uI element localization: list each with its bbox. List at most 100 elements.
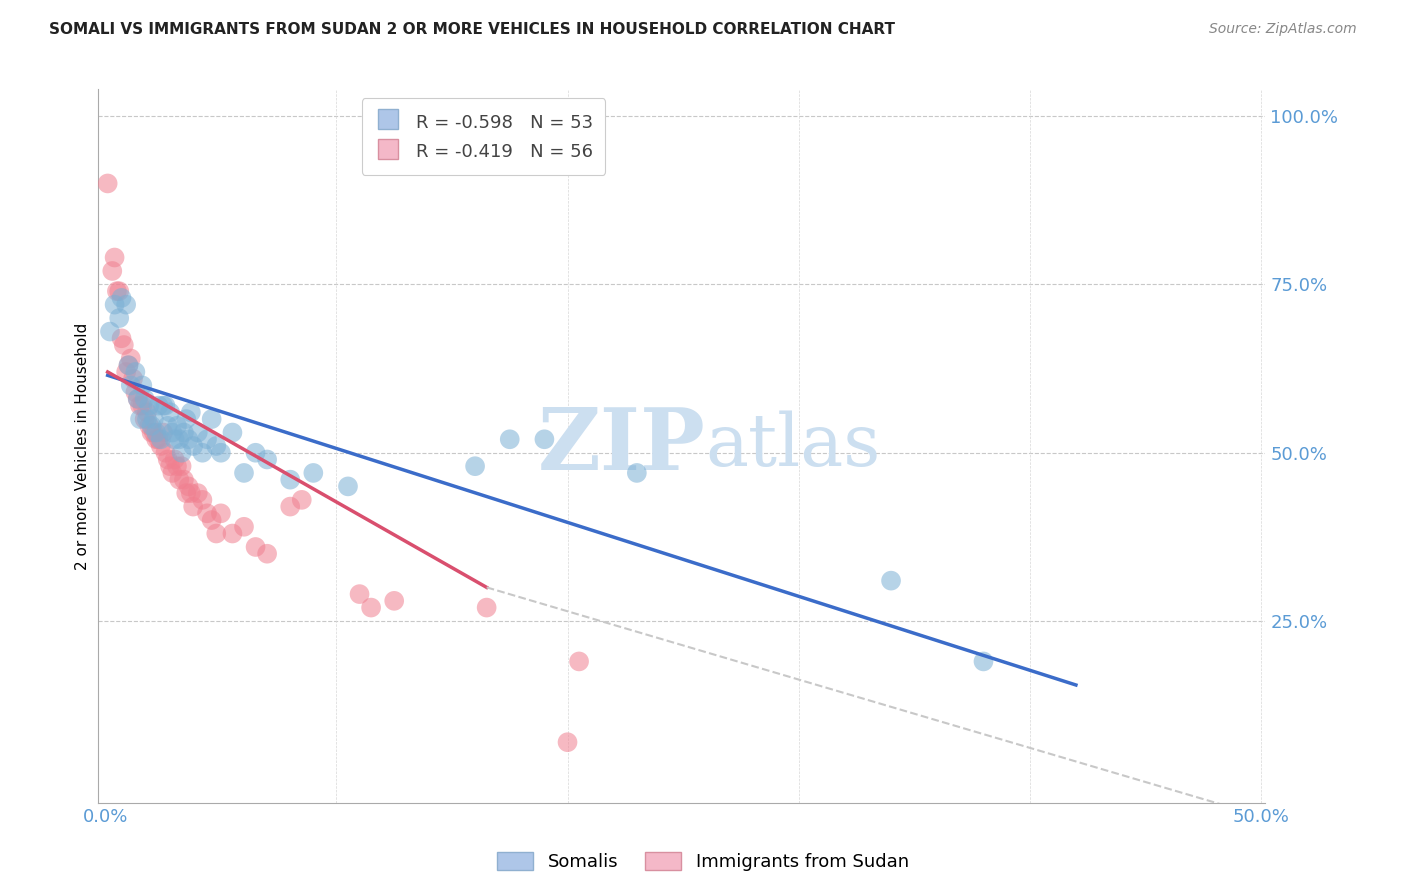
Point <box>233 520 256 534</box>
Point <box>142 425 165 440</box>
Point <box>626 466 648 480</box>
Point <box>169 432 191 446</box>
Point <box>108 284 131 298</box>
Point <box>149 432 172 446</box>
Point <box>187 486 209 500</box>
Point <box>245 446 267 460</box>
Point <box>104 298 127 312</box>
Point <box>181 439 204 453</box>
Point <box>115 298 138 312</box>
Point <box>533 432 555 446</box>
Point <box>568 655 591 669</box>
Point <box>112 338 135 352</box>
Point <box>349 587 371 601</box>
Y-axis label: 2 or more Vehicles in Household: 2 or more Vehicles in Household <box>75 322 90 570</box>
Legend: R = -0.598   N = 53, R = -0.419   N = 56: R = -0.598 N = 53, R = -0.419 N = 56 <box>361 98 606 175</box>
Point <box>129 399 152 413</box>
Point <box>256 452 278 467</box>
Point <box>145 432 167 446</box>
Point <box>972 655 994 669</box>
Point <box>177 432 200 446</box>
Point <box>105 284 128 298</box>
Point <box>138 399 160 413</box>
Point <box>180 486 202 500</box>
Point <box>173 473 195 487</box>
Point <box>201 412 224 426</box>
Point <box>110 331 132 345</box>
Point <box>159 459 181 474</box>
Point <box>170 446 193 460</box>
Point <box>98 325 121 339</box>
Point <box>142 412 165 426</box>
Point <box>120 378 142 392</box>
Point <box>195 506 218 520</box>
Point <box>174 486 197 500</box>
Point <box>124 385 146 400</box>
Point <box>170 459 193 474</box>
Point <box>127 392 149 406</box>
Point <box>209 506 232 520</box>
Point <box>120 351 142 366</box>
Text: Source: ZipAtlas.com: Source: ZipAtlas.com <box>1209 22 1357 37</box>
Point <box>124 365 146 379</box>
Point <box>141 425 163 440</box>
Point <box>148 432 170 446</box>
Point <box>221 425 243 440</box>
Point <box>187 425 209 440</box>
Point <box>169 473 191 487</box>
Point <box>475 600 498 615</box>
Point <box>221 526 243 541</box>
Point <box>149 439 172 453</box>
Point <box>134 412 156 426</box>
Text: ZIP: ZIP <box>537 404 706 488</box>
Point <box>233 466 256 480</box>
Point <box>191 446 214 460</box>
Point <box>163 432 186 446</box>
Point <box>278 473 301 487</box>
Point <box>278 500 301 514</box>
Point <box>127 392 149 406</box>
Point <box>166 418 188 433</box>
Point <box>245 540 267 554</box>
Point <box>156 418 179 433</box>
Point <box>117 358 139 372</box>
Text: atlas: atlas <box>706 410 880 482</box>
Point <box>152 425 174 440</box>
Point <box>205 439 228 453</box>
Point <box>163 452 186 467</box>
Point <box>134 392 156 406</box>
Point <box>382 594 405 608</box>
Point <box>162 425 184 440</box>
Point <box>97 177 120 191</box>
Point <box>181 500 204 514</box>
Point <box>291 492 314 507</box>
Point <box>138 418 160 433</box>
Point <box>155 446 177 460</box>
Point <box>180 405 202 419</box>
Point <box>201 513 224 527</box>
Point <box>337 479 360 493</box>
Point <box>136 405 159 419</box>
Point <box>101 264 124 278</box>
Point <box>131 378 153 392</box>
Point <box>141 418 163 433</box>
Point <box>191 492 214 507</box>
Point <box>499 432 522 446</box>
Point <box>205 526 228 541</box>
Point <box>148 399 170 413</box>
Point <box>108 311 131 326</box>
Point <box>122 372 145 386</box>
Point <box>131 399 153 413</box>
Point <box>557 735 579 749</box>
Point <box>152 399 174 413</box>
Point <box>302 466 325 480</box>
Point <box>110 291 132 305</box>
Point <box>129 412 152 426</box>
Point <box>880 574 903 588</box>
Point <box>464 459 486 474</box>
Point <box>174 412 197 426</box>
Point <box>195 432 218 446</box>
Point <box>115 365 138 379</box>
Legend: Somalis, Immigrants from Sudan: Somalis, Immigrants from Sudan <box>489 845 917 879</box>
Point <box>162 466 184 480</box>
